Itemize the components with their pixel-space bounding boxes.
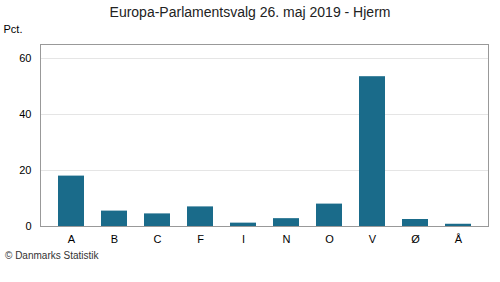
svg-text:60: 60 [19,52,31,64]
svg-text:40: 40 [19,108,31,120]
svg-text:F: F [197,233,204,245]
html-text:Europa-Parlamentsvalg 26. maj: Europa-Parlamentsvalg 26. maj 2019 - Hje… [109,4,391,20]
svg-text:Pct.: Pct. [4,23,23,35]
svg-text:C: C [154,233,162,245]
svg-text:O: O [325,233,334,245]
svg-text:Ø: Ø [411,233,420,245]
svg-text:0: 0 [25,220,31,232]
svg-text:20: 20 [19,164,31,176]
svg-text:I: I [242,233,245,245]
html-text:© Danmarks Statistik: © Danmarks Statistik [5,250,99,261]
svg-text:N: N [283,233,291,245]
svg-text:Å: Å [455,233,463,245]
svg-text:B: B [111,233,118,245]
svg-text:V: V [369,233,377,245]
svg-text:A: A [68,233,76,245]
